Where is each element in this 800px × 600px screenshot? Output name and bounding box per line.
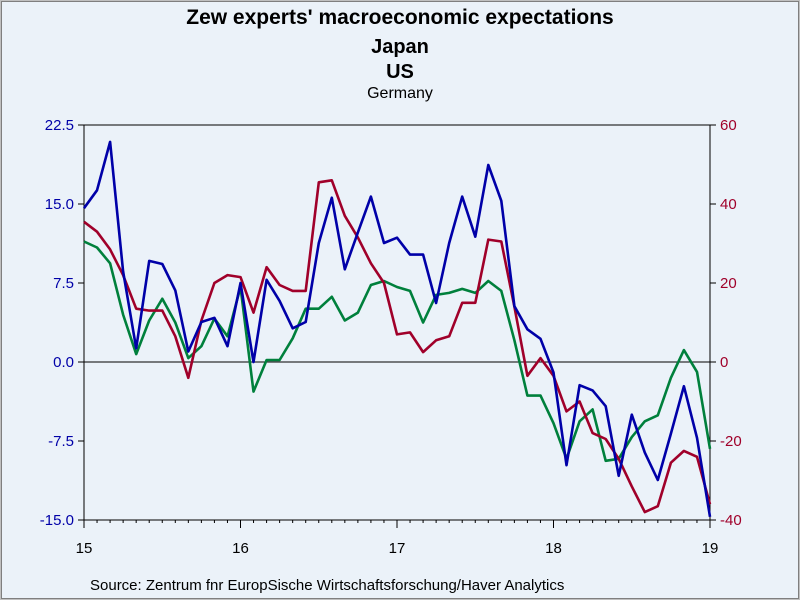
series-line-us [83,179,712,514]
right-axis-tick-label: 20 [720,275,737,292]
left-axis-tick-label: 15.0 [45,196,74,213]
left-axis-tick-label: 22.5 [45,117,74,134]
x-axis-tick-label: 16 [232,540,249,557]
left-axis-tick-label: -15.0 [40,512,74,529]
right-axis-tick-label: 0 [720,354,728,371]
x-axis-tick-label: 17 [389,540,406,557]
left-axis-tick-label: -7.5 [48,433,74,450]
source-note: Source: Zentrum fnr EuropSische Wirtscha… [90,577,565,594]
series-line-japan [82,140,712,518]
series-label-germany: Germany [367,85,433,102]
left-axis-tick-label: 7.5 [53,275,74,292]
x-axis-tick-label: 18 [545,540,562,557]
series-label-us: US [386,61,414,83]
right-axis-tick-label: 60 [720,117,737,134]
right-axis-tick-label: -40 [720,512,742,529]
x-axis-tick-label: 15 [76,540,93,557]
right-axis-tick-label: 40 [720,196,737,213]
left-axis-tick-label: 0.0 [53,354,74,371]
chart-title: Zew experts' macroeconomic expectations [186,6,614,29]
right-axis-tick-label: -20 [720,433,742,450]
series-line-germany [83,240,712,463]
x-axis-tick-label: 19 [702,540,719,557]
series-label-japan: Japan [371,36,429,58]
